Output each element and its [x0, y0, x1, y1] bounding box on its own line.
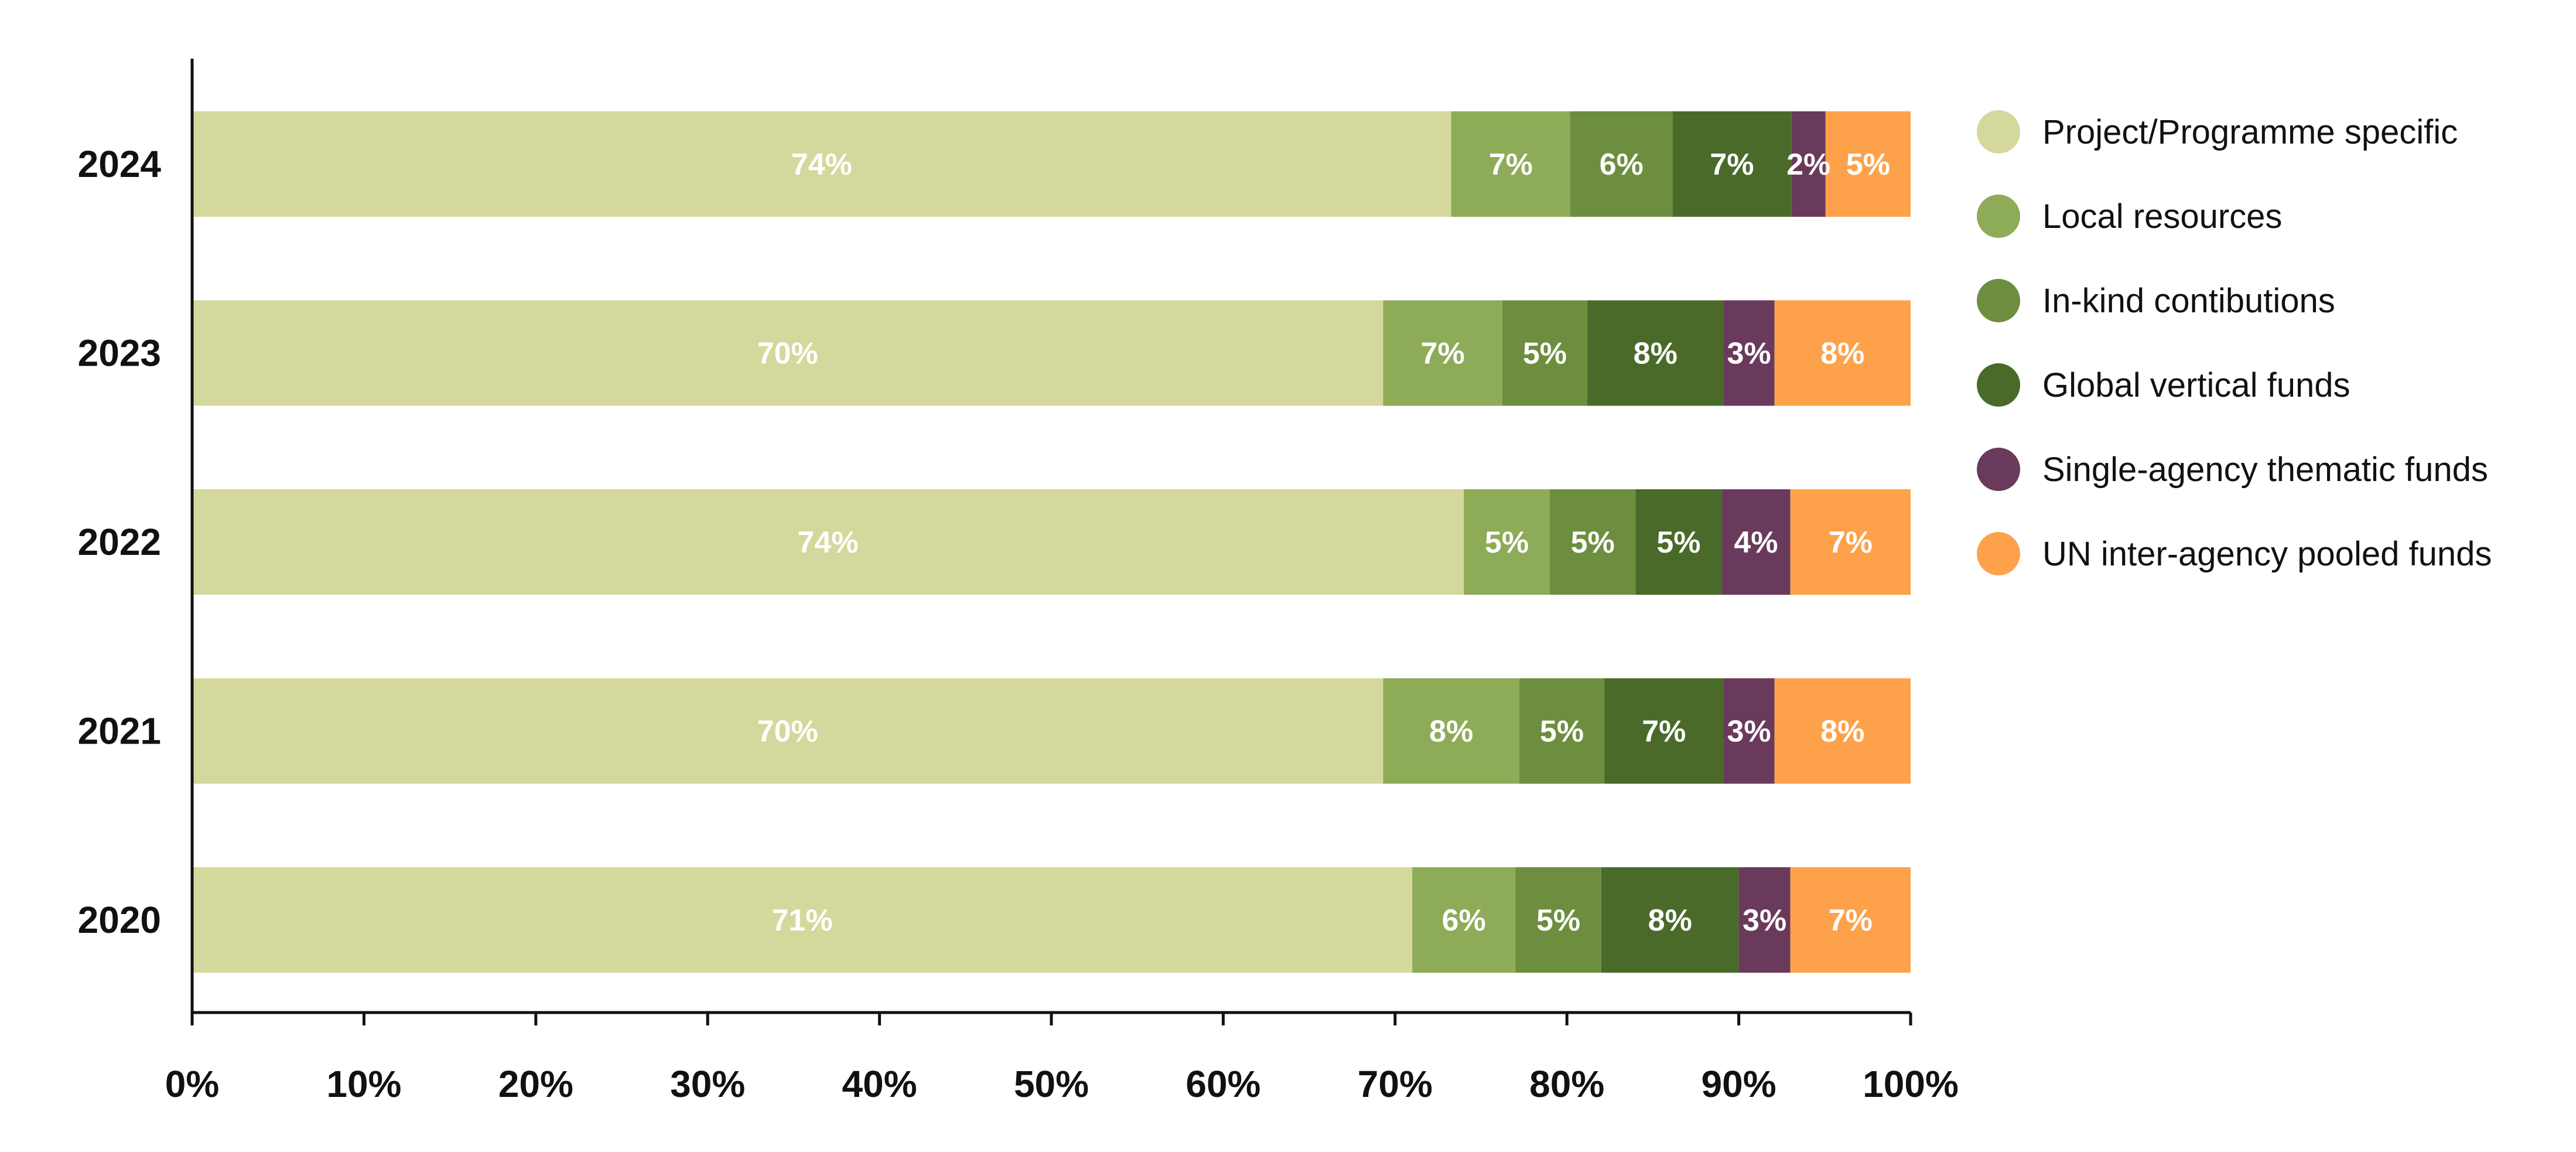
category-labels-group: 2024 2023 2022 2021 2020 [78, 143, 162, 941]
bars-group [192, 111, 1911, 973]
x-tick-label-7: 70% [1358, 1063, 1433, 1105]
x-tick-label-4: 40% [842, 1063, 917, 1105]
legend-label-1: Local resources [2042, 197, 2282, 236]
category-label-2021: 2021 [78, 710, 161, 752]
data-label-2021-s0: 70% [757, 715, 818, 749]
legend-swatch-1 [1977, 195, 2020, 238]
data-label-2023-s4: 3% [1727, 337, 1771, 371]
legend-swatch-3 [1977, 363, 2020, 407]
data-label-2020-s0: 71% [772, 904, 833, 938]
x-tick-label-2: 20% [498, 1063, 573, 1105]
data-label-2024-s5: 5% [1846, 148, 1890, 182]
bar-segment-2022-s4 [1721, 489, 1791, 595]
legend-label-3: Global vertical funds [2042, 366, 2350, 404]
x-tick-label-1: 10% [326, 1063, 401, 1105]
bar-segment-2021-s2 [1519, 678, 1605, 784]
x-tick-label-5: 50% [1014, 1063, 1089, 1105]
bar-segment-2022-s1 [1464, 489, 1550, 595]
legend-label-2: In-kind contibutions [2042, 282, 2335, 320]
legend-label-4: Single-agency thematic funds [2042, 451, 2488, 489]
bar-segment-2020-s1 [1412, 867, 1516, 973]
x-tick-label-10: 100% [1863, 1063, 1959, 1105]
legend-swatch-5 [1977, 532, 2020, 575]
data-labels-group: 74% 7% 6% 7% 2% 5% 70% 7% 5% 8% 3% 8% 74% 5% 5% 5% 4% 7% 7… [757, 148, 1890, 938]
bar-segment-2021-s1 [1383, 678, 1519, 784]
data-label-2021-s4: 3% [1727, 715, 1771, 749]
bar-segment-2024-s3 [1672, 111, 1792, 217]
data-label-2024-s3: 7% [1710, 148, 1754, 182]
data-label-2020-s5: 7% [1829, 904, 1873, 938]
data-label-2023-s1: 7% [1421, 337, 1465, 371]
data-label-2024-s0: 74% [791, 148, 852, 182]
data-label-2023-s2: 5% [1523, 337, 1567, 371]
bar-segment-2024-s0 [192, 111, 1451, 217]
bar-segment-2022-s2 [1549, 489, 1636, 595]
bar-segment-2023-s5 [1774, 300, 1911, 406]
data-label-2020-s1: 6% [1442, 904, 1486, 938]
bar-segment-2020-s2 [1515, 867, 1601, 973]
legend-label-0: Project/Programme specific [2042, 113, 2458, 151]
bar-segment-2024-s5 [1825, 111, 1911, 217]
x-tick-label-8: 80% [1529, 1063, 1604, 1105]
x-tick-label-0: 0% [165, 1063, 220, 1105]
bar-segment-2022-s3 [1635, 489, 1722, 595]
x-tick-label-9: 90% [1702, 1063, 1776, 1105]
legend-swatch-2 [1977, 279, 2020, 322]
bar-segment-2023-s3 [1587, 300, 1724, 406]
bar-segment-2021-s5 [1774, 678, 1911, 784]
bar-segment-2021-s3 [1604, 678, 1724, 784]
data-label-2021-s5: 8% [1820, 715, 1864, 749]
x-ticks-group: 0% 10% 20% 30% 40% 50% 60% 70% 80% 90% 100% [165, 1013, 1959, 1105]
bar-segment-2020-s4 [1738, 867, 1791, 973]
category-label-2023: 2023 [78, 332, 161, 374]
bar-segment-2022-s5 [1790, 489, 1911, 595]
category-label-2022: 2022 [78, 521, 161, 563]
category-label-2020: 2020 [78, 899, 161, 941]
data-label-2024-s1: 7% [1489, 148, 1533, 182]
legend: Project/Programme specific Local resource… [1977, 110, 2492, 575]
bar-segment-2023-s4 [1723, 300, 1775, 406]
bar-segment-2021-s0 [192, 678, 1383, 784]
data-label-2023-s5: 8% [1820, 337, 1864, 371]
data-label-2023-s0: 70% [757, 337, 818, 371]
data-label-2022-s5: 7% [1829, 526, 1873, 560]
data-label-2022-s2: 5% [1571, 526, 1615, 560]
data-label-2022-s3: 5% [1656, 526, 1700, 560]
bar-segment-2020-s5 [1790, 867, 1911, 973]
x-tick-label-3: 30% [670, 1063, 745, 1105]
bar-segment-2020-s3 [1601, 867, 1739, 973]
data-label-2022-s0: 74% [798, 526, 859, 560]
legend-label-5: UN inter-agency pooled funds [2042, 535, 2492, 573]
x-tick-label-6: 60% [1185, 1063, 1260, 1105]
data-label-2020-s4: 3% [1743, 904, 1786, 938]
bar-segment-2020-s0 [192, 867, 1413, 973]
data-label-2024-s4: 2% [1786, 148, 1830, 182]
legend-swatch-0 [1977, 110, 2020, 154]
bar-segment-2023-s1 [1383, 300, 1502, 406]
data-label-2020-s2: 5% [1536, 904, 1580, 938]
data-label-2021-s2: 5% [1540, 715, 1584, 749]
legend-swatch-4 [1977, 448, 2020, 491]
data-label-2020-s3: 8% [1648, 904, 1692, 938]
bar-segment-2024-s2 [1570, 111, 1673, 217]
data-label-2021-s1: 8% [1429, 715, 1473, 749]
bar-segment-2023-s0 [192, 300, 1383, 406]
data-label-2023-s3: 8% [1634, 337, 1678, 371]
data-label-2021-s3: 7% [1642, 715, 1686, 749]
data-label-2022-s4: 4% [1734, 526, 1778, 560]
bar-segment-2022-s0 [192, 489, 1464, 595]
bar-segment-2023-s2 [1502, 300, 1588, 406]
data-label-2024-s2: 6% [1600, 148, 1644, 182]
bar-segment-2024-s4 [1791, 111, 1826, 217]
bar-segment-2021-s4 [1723, 678, 1775, 784]
data-label-2022-s1: 5% [1485, 526, 1529, 560]
bar-segment-2024-s1 [1451, 111, 1571, 217]
category-label-2024: 2024 [78, 143, 162, 185]
